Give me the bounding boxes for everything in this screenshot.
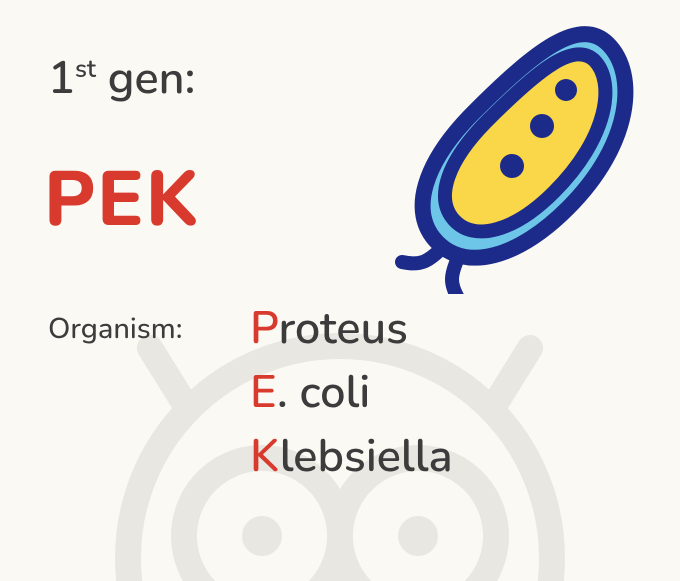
gen-ordinal-suffix: st	[75, 52, 96, 86]
gen-number: 1	[48, 48, 75, 109]
organism-rest: lebsiella	[280, 426, 453, 487]
organism-row-1: E. coli	[250, 362, 370, 423]
organism-rest: roteus	[278, 298, 407, 359]
organism-rest: . coli	[277, 362, 370, 423]
organism-row-2: Klebsiella	[250, 426, 453, 487]
bacteria-icon	[372, 4, 650, 294]
organism-row-0: Proteus	[250, 298, 408, 359]
organism-initial: P	[250, 298, 278, 359]
organism-initial: K	[250, 426, 280, 487]
organism-label: Organism:	[48, 310, 183, 349]
generation-heading: 1st gen:	[48, 48, 195, 109]
acronym-pek: PEK	[44, 148, 201, 253]
gen-after: gen:	[96, 48, 195, 109]
organism-initial: E	[250, 362, 277, 423]
